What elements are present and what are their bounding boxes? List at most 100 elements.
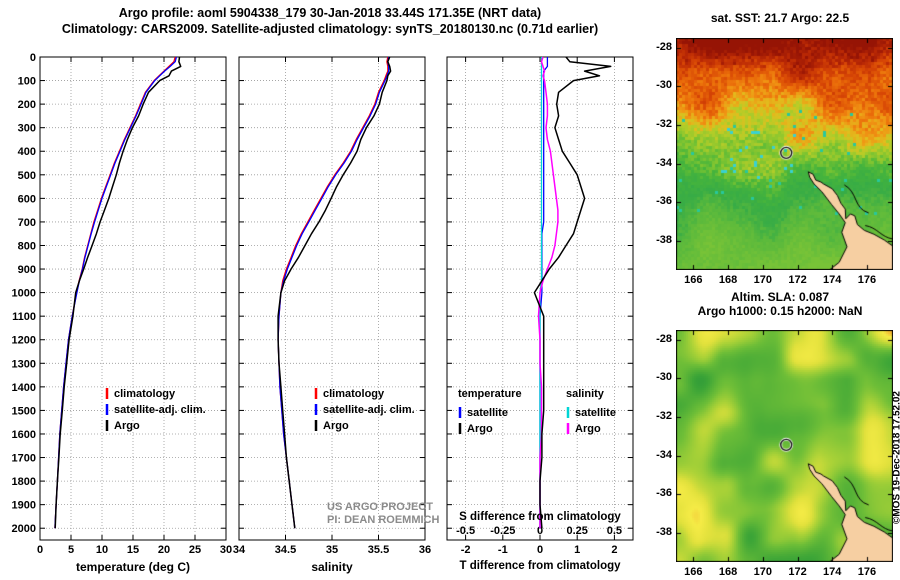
depth-tick-label: 0 <box>30 52 36 64</box>
map-longitude-tick-label: 168 <box>718 274 738 286</box>
depth-tick-label: 300 <box>18 123 36 135</box>
sla-map-subtitle: Argo h1000: 0.15 h2000: NaN <box>697 304 863 318</box>
depth-tick-label: 1700 <box>12 453 36 465</box>
project-pi: PI: DEAN ROEMMICH <box>327 514 440 526</box>
legend-label: satellite-adj. clim. <box>114 404 206 416</box>
sst-map-title: sat. SST: 21.7 Argo: 22.5 <box>710 11 850 25</box>
map-longitude-tick-label: 170 <box>753 274 772 286</box>
map-longitude-tick-label: 174 <box>823 274 842 286</box>
depth-tick-label: 1500 <box>12 405 36 417</box>
sla-map-title: Altim. SLA: 0.087 <box>730 290 830 304</box>
series-salinity-satellite <box>539 57 543 529</box>
map-latitude-tick-label: -36 <box>656 487 672 500</box>
legend-label: climatology <box>323 388 385 400</box>
depth-tick-label: 1600 <box>12 429 36 441</box>
t-difference-tick-label: 2 <box>611 544 617 556</box>
legend-label: Argo <box>114 420 140 432</box>
series-temperature-argo <box>533 56 612 529</box>
map-latitude-tick-label: -28 <box>656 332 672 345</box>
t-difference-tick-label: -2 <box>461 544 471 556</box>
map-latitude-tick-label: -38 <box>656 234 672 246</box>
profile-panels: 0100200300400500600700800900100011001200… <box>12 52 634 556</box>
s-difference-tick-label: 0 <box>537 525 543 537</box>
depth-tick-label: 600 <box>18 193 36 205</box>
sst-map <box>676 38 893 270</box>
depth-tick-label: 500 <box>18 170 36 182</box>
depth-tick-label: 100 <box>18 76 36 88</box>
series-satellite-adj-clim <box>277 56 390 529</box>
x-tick-label: 10 <box>96 544 108 556</box>
project-name: US ARGO PROJECT <box>327 501 433 513</box>
legend-label: Argo <box>467 423 493 435</box>
legend-label: satellite <box>575 407 616 419</box>
depth-tick-label: 200 <box>18 99 36 111</box>
t-difference-tick-label: 1 <box>574 544 580 556</box>
depth-tick-label: 400 <box>18 146 36 158</box>
map-latitude-tick-label: -34 <box>656 448 672 461</box>
legend-header-temperature: temperature <box>458 388 522 400</box>
map-latitude-tick-label: -30 <box>656 371 672 384</box>
legend-label: satellite <box>467 407 508 419</box>
depth-tick-label: 1300 <box>12 358 36 370</box>
s-difference-tick-label: -0.5 <box>456 525 475 537</box>
depth-tick-label: 900 <box>18 264 36 276</box>
map-longitude-tick-label: 168 <box>718 566 738 578</box>
map-latitude-tick-label: -36 <box>656 195 672 208</box>
t-difference-axis-label: T difference from climatology <box>459 560 621 572</box>
map-longitude-tick-label: 172 <box>788 566 807 578</box>
x-tick-label: 34 <box>233 544 246 556</box>
figure-subtitle: Climatology: CARS2009. Satellite-adjuste… <box>61 22 599 36</box>
salinity-axis-label: salinity <box>311 560 353 574</box>
depth-tick-label: 700 <box>18 217 36 229</box>
map-longitude-tick-label: 166 <box>684 566 703 578</box>
series-argo <box>277 56 392 529</box>
map-longitude-tick-label: 166 <box>684 274 703 286</box>
s-difference-tick-label: 0.5 <box>607 525 622 537</box>
figure-title: Argo profile: aoml 5904338_179 30-Jan-20… <box>118 6 542 20</box>
t-difference-tick-label: 0 <box>537 544 543 556</box>
s-difference-axis-label: S difference from climatology <box>459 511 621 523</box>
t-difference-tick-label: -1 <box>498 544 508 556</box>
depth-tick-label: 1400 <box>12 382 36 394</box>
x-tick-label: 25 <box>189 544 201 556</box>
legend-label: Argo <box>323 420 349 432</box>
x-tick-label: 20 <box>158 544 170 556</box>
x-tick-label: 34.5 <box>275 544 296 556</box>
depth-tick-label: 800 <box>18 240 36 252</box>
temperature-axis-label: temperature (deg C) <box>75 560 191 574</box>
x-tick-label: 35.5 <box>368 544 389 556</box>
legend-label: climatology <box>114 388 176 400</box>
s-difference-tick-label: -0.25 <box>490 525 515 537</box>
x-tick-label: 5 <box>68 544 74 556</box>
map-longitude-tick-label: 176 <box>857 274 877 286</box>
map-latitude-tick-label: -28 <box>656 40 672 53</box>
depth-tick-label: 1900 <box>12 500 36 512</box>
series-salinity-argo <box>537 56 559 529</box>
series-argo <box>54 56 182 529</box>
map-latitude-tick-label: -38 <box>656 526 672 538</box>
legend-label: satellite-adj. clim. <box>323 404 415 416</box>
map-latitude-tick-label: -30 <box>656 79 672 92</box>
x-tick-label: 30 <box>220 544 232 556</box>
x-tick-label: 35 <box>326 544 338 556</box>
map-latitude-tick-label: -32 <box>656 410 672 422</box>
depth-tick-label: 1100 <box>12 311 36 323</box>
depth-tick-label: 1800 <box>12 476 36 488</box>
x-tick-label: 0 <box>37 544 43 556</box>
depth-tick-label: 1000 <box>12 288 36 300</box>
sla-map <box>676 330 893 562</box>
map-longitude-tick-label: 172 <box>788 274 807 286</box>
s-difference-tick-label: 0.25 <box>566 525 587 537</box>
x-tick-label: 36 <box>419 544 431 556</box>
depth-tick-label: 2000 <box>12 523 36 535</box>
legend-header-salinity: salinity <box>566 388 605 400</box>
map-latitude-tick-label: -34 <box>656 156 672 169</box>
x-tick-label: 15 <box>127 544 139 556</box>
watermark: ©MOS 19-Dec-2018 17.52.02 <box>891 391 900 525</box>
legend-label: Argo <box>575 423 601 435</box>
map-latitude-tick-label: -32 <box>656 118 672 130</box>
map-longitude-tick-label: 170 <box>753 566 772 578</box>
map-longitude-tick-label: 176 <box>857 566 877 578</box>
depth-tick-label: 1200 <box>12 335 36 347</box>
